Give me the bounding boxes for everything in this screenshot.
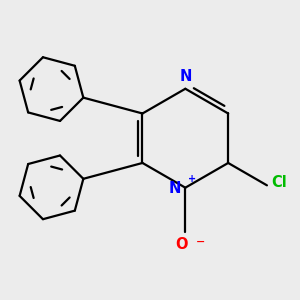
Text: Cl: Cl [272,176,287,190]
Text: N: N [179,69,191,84]
Text: +: + [188,174,196,184]
Text: N: N [168,182,181,196]
Text: O: O [176,237,188,252]
Text: −: − [196,237,205,247]
